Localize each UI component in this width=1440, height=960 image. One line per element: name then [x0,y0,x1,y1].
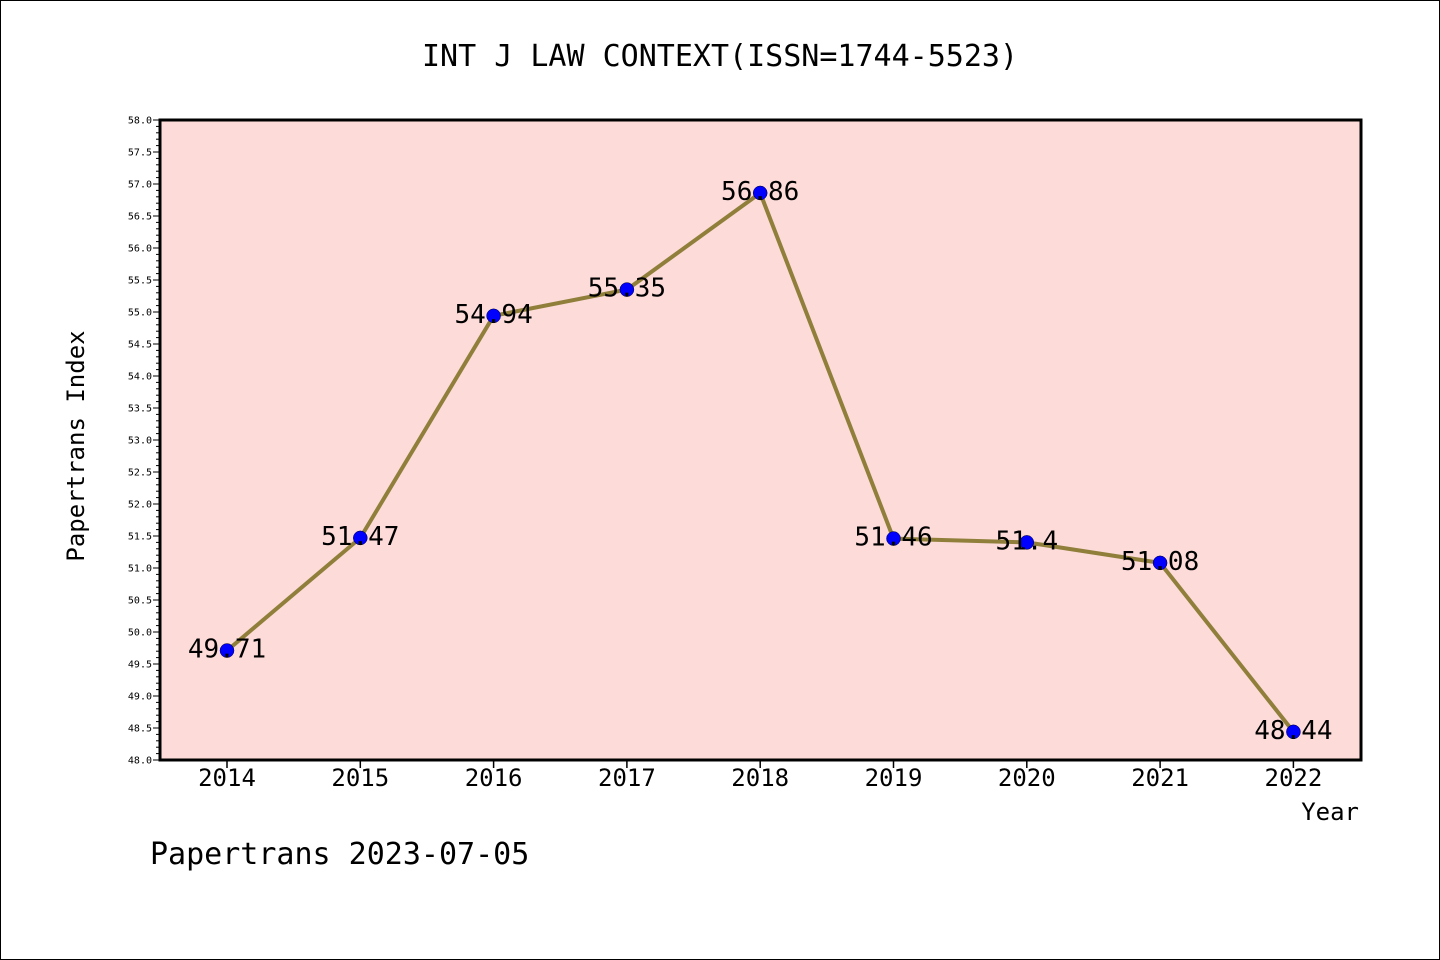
data-point [619,282,635,297]
y-tick-label: 54.0 [128,372,152,383]
x-axis-label: Year [1301,798,1359,826]
y-tick-label: 48.5 [128,724,152,735]
y-axis-ticks: 48.0 48.5 49.0 49.5 50.0 50.5 51.0 51.5 52.0 52.5… [128,116,160,767]
y-axis-label: Papertrans Index [62,330,90,561]
y-tick-label: 55.5 [128,276,152,287]
footer-text: Papertrans 2023-07-05 [150,837,529,872]
data-label: 56.86 [721,177,799,207]
y-tick-label: 57.5 [128,148,152,159]
y-tick-label: 51.5 [128,532,152,543]
x-tick-label: 2014 [198,764,256,792]
data-label: 51.4 [995,526,1058,556]
chart-title: INT J LAW CONTEXT(ISSN=1744-5523) [422,39,1018,74]
data-point [219,643,235,658]
data-point [1019,535,1035,550]
data-point [752,185,768,201]
y-tick-label: 53.5 [128,404,152,415]
plot-border [158,118,1363,762]
y-tick-label: 52.0 [128,500,152,511]
y-tick-label: 55.0 [128,308,152,319]
y-tick-label: 50.0 [128,628,152,639]
data-point [886,531,901,546]
y-tick-label: 49.0 [128,692,152,703]
y-tick-label: 54.5 [128,340,152,351]
data-label: 48.44 [1254,716,1332,746]
data-point [1286,724,1301,740]
x-tick-label: 2020 [998,764,1056,792]
y-tick-label: 51.0 [128,564,152,575]
data-label: 51.46 [854,523,932,553]
data-label: 51.47 [321,522,399,552]
y-tick-label: 57.0 [128,180,152,191]
series-layer: 49.71 51.47 54.94 55.35 56.86 51.46 51.4 51.08 4… [188,177,1333,746]
y-tick-label: 53.0 [128,436,152,447]
x-tick-label: 2018 [731,764,789,792]
x-tick-label: 2021 [1131,764,1189,792]
x-axis-ticks: 2014 2015 2016 2017 2018 2019 2020 2021 2022 [198,760,1322,792]
data-label: 55.35 [588,274,666,304]
data-point [1152,555,1168,571]
data-point [486,308,501,324]
x-tick-label: 2016 [465,764,523,792]
data-label: 49.71 [188,635,266,665]
data-label: 54.94 [454,300,532,330]
y-tick-label: 58.0 [128,116,152,127]
y-tick-label: 52.5 [128,468,152,479]
data-label: 51.08 [1121,547,1199,577]
y-tick-label: 49.5 [128,660,152,671]
x-tick-label: 2017 [598,764,656,792]
y-tick-label: 56.5 [128,212,152,223]
y-tick-label: 48.0 [128,756,152,767]
y-tick-label: 56.0 [128,244,152,255]
x-tick-label: 2015 [331,764,389,792]
x-tick-label: 2019 [865,764,923,792]
data-point [353,530,368,546]
x-tick-label: 2022 [1265,764,1323,792]
plot-area [160,120,1361,760]
y-tick-label: 50.5 [128,596,152,607]
